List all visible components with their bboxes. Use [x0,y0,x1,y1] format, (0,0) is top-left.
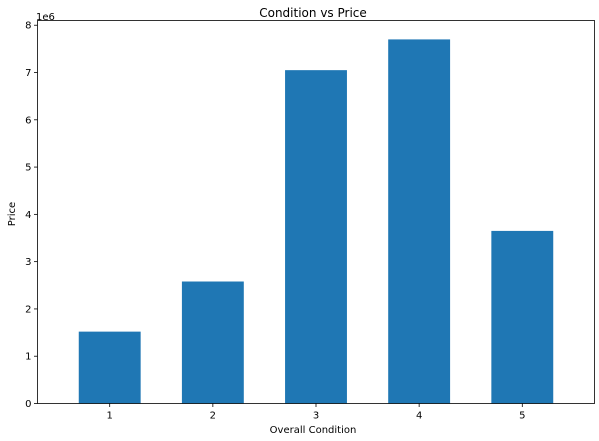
x-tick-label: 5 [519,411,525,422]
y-tick-label: 6 [25,115,31,126]
bars-group [78,39,554,404]
x-axis-label: Overall Condition [270,425,357,436]
y-tick-label: 4 [25,210,31,221]
x-axis-ticks: 1 2 3 4 5 [107,403,525,422]
chart-title: Condition vs Price [259,6,367,20]
y-axis-ticks: 0 1 2 3 4 5 6 7 8 [25,21,38,410]
bar-3 [285,70,347,404]
y-tick-label: 3 [25,257,31,268]
bar-2 [181,281,244,404]
y-tick-label: 7 [25,68,31,79]
y-offset-label: 1e6 [36,12,55,23]
y-tick-label: 8 [25,21,31,32]
y-axis-label: Price [7,202,18,226]
y-tick-label: 0 [25,399,31,410]
bar-1 [78,331,141,404]
y-tick-label: 1 [25,352,31,363]
bar-5 [491,230,554,404]
x-tick-label: 1 [107,411,113,422]
x-tick-label: 3 [313,411,319,422]
plot-frame [37,20,595,404]
x-tick-label: 2 [210,411,216,422]
bar-4 [388,39,451,404]
y-tick-label: 2 [25,304,31,315]
y-tick-label: 5 [25,163,31,174]
x-tick-label: 4 [416,411,422,422]
